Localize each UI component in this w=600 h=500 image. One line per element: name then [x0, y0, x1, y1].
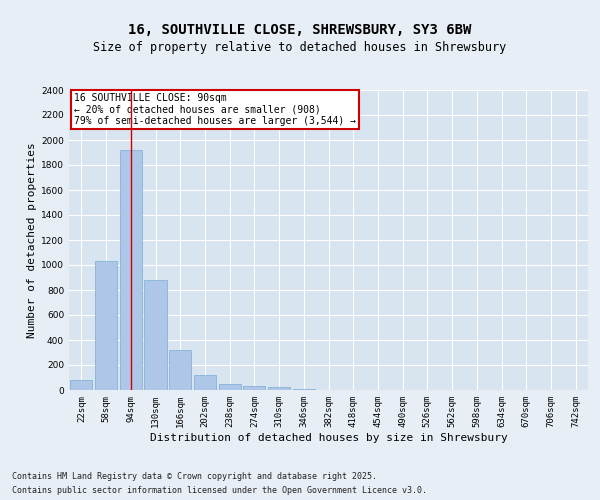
Text: Size of property relative to detached houses in Shrewsbury: Size of property relative to detached ho…	[94, 41, 506, 54]
Bar	[194, 375, 216, 390]
Bar	[218, 384, 241, 390]
Text: 16, SOUTHVILLE CLOSE, SHREWSBURY, SY3 6BW: 16, SOUTHVILLE CLOSE, SHREWSBURY, SY3 6B…	[128, 22, 472, 36]
Y-axis label: Number of detached properties: Number of detached properties	[27, 142, 37, 338]
Bar	[293, 389, 315, 390]
X-axis label: Distribution of detached houses by size in Shrewsbury: Distribution of detached houses by size …	[149, 432, 508, 442]
Text: Contains public sector information licensed under the Open Government Licence v3: Contains public sector information licen…	[12, 486, 427, 495]
Bar	[70, 380, 92, 390]
Text: Contains HM Land Registry data © Crown copyright and database right 2025.: Contains HM Land Registry data © Crown c…	[12, 472, 377, 481]
Bar	[119, 150, 142, 390]
Bar	[169, 350, 191, 390]
Text: 16 SOUTHVILLE CLOSE: 90sqm
← 20% of detached houses are smaller (908)
79% of sem: 16 SOUTHVILLE CLOSE: 90sqm ← 20% of deta…	[74, 93, 356, 126]
Bar	[268, 387, 290, 390]
Bar	[95, 261, 117, 390]
Bar	[145, 280, 167, 390]
Bar	[243, 386, 265, 390]
